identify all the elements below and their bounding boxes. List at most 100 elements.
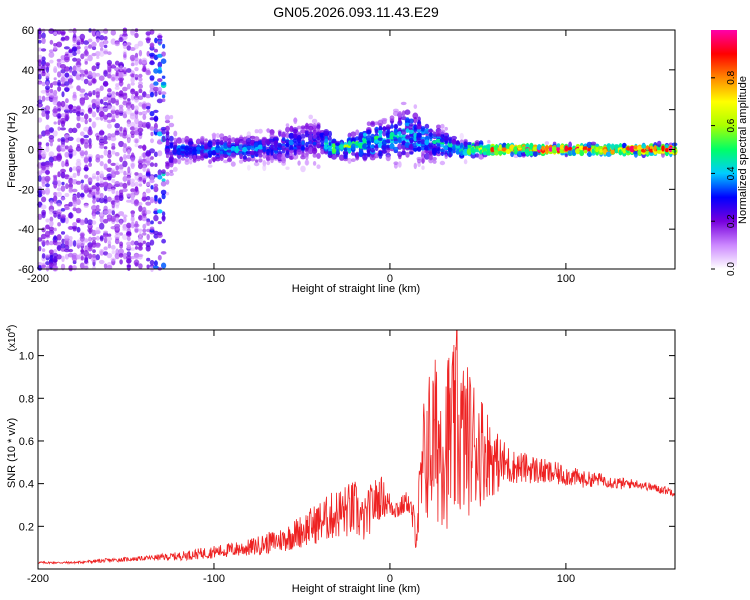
spectrogram-cell xyxy=(134,32,139,39)
colorbar-tick-label: 0.4 xyxy=(726,166,737,180)
spectrogram-cell xyxy=(126,42,132,46)
spectrogram-cell xyxy=(75,111,82,117)
spectrogram-cell xyxy=(320,150,325,155)
spectrogram-cell xyxy=(99,111,105,117)
spectrogram-cell xyxy=(255,159,259,163)
spectrogram-cell xyxy=(72,240,77,247)
spectrogram-cell xyxy=(258,128,263,134)
spectrogram-cell xyxy=(145,201,152,206)
spectrogram-cell xyxy=(238,136,244,141)
spectrogram-cell xyxy=(169,115,174,120)
spectrogram-cell xyxy=(498,144,502,151)
spectrogram-cell xyxy=(80,255,84,261)
spectrogram-cell xyxy=(107,153,112,159)
spectrogram-cell xyxy=(196,146,201,151)
spectrogram-cell xyxy=(119,156,123,163)
spectrogram-cell xyxy=(68,127,74,134)
spectrogram-cell xyxy=(106,252,113,259)
spectrogram-cell xyxy=(79,73,86,78)
spectrogram-cell xyxy=(184,135,190,143)
spectrogram-cell xyxy=(149,52,155,57)
spectrogram-cell xyxy=(532,150,538,157)
spectrogram-cell xyxy=(98,145,105,149)
spectrogram-cell xyxy=(439,148,446,153)
spectrogram-cell xyxy=(545,145,549,151)
spectrogram-cell xyxy=(142,145,147,151)
spectrogram-cell xyxy=(83,204,89,208)
spectrogram-cell xyxy=(107,51,112,56)
spectrogram-cell xyxy=(84,257,89,264)
spectrogram-cell xyxy=(444,140,449,145)
spectrogram-cell xyxy=(145,157,152,163)
spectrogram-cell xyxy=(119,259,123,265)
spectrogram-cell xyxy=(184,150,189,156)
spectrogram-cell xyxy=(37,39,42,44)
spectrogram-cell xyxy=(41,32,46,39)
spectrogram-cell xyxy=(645,145,650,150)
spectrogram-cell xyxy=(293,141,298,148)
spectrogram-cell xyxy=(157,221,162,225)
spectrogram-cell xyxy=(424,139,430,146)
spectrogram-cell xyxy=(37,47,43,52)
spectrogram-cell xyxy=(84,69,89,75)
spectrogram-cell xyxy=(72,149,77,156)
spectrogram-cell xyxy=(564,153,568,158)
spectrogram-cell xyxy=(134,114,139,119)
spectrogram-cell xyxy=(397,161,402,168)
spectrogram-cell xyxy=(365,135,372,142)
spectrogram-cell xyxy=(95,230,101,235)
spectrogram-cell xyxy=(459,150,464,157)
spectrogram-cell xyxy=(103,163,108,170)
spectrogram-cell xyxy=(583,148,588,154)
spectrogram-cell xyxy=(246,131,251,138)
spectrogram-cell xyxy=(160,251,167,255)
spectrogram-cell xyxy=(115,248,120,256)
spectrogram-cell xyxy=(378,130,383,135)
spectrogram-cell xyxy=(150,91,154,98)
spectrogram-cell xyxy=(88,118,92,123)
spectrogram-cell xyxy=(169,135,174,142)
spectrogram-cell xyxy=(157,174,163,180)
spectrogram-cell xyxy=(428,151,433,156)
spectrogram-cell xyxy=(610,148,615,155)
spectrogram-cell xyxy=(154,37,158,44)
spectrogram-cell xyxy=(53,264,57,272)
spectrogram-cell xyxy=(305,141,309,148)
spectrogram-cell xyxy=(68,69,73,74)
spectrogram-cell xyxy=(41,37,46,44)
spectrogram-cell xyxy=(40,151,47,158)
spectrogram-cell xyxy=(45,96,50,101)
spectrogram-cell xyxy=(129,113,136,120)
spectrogram-cell xyxy=(161,215,166,222)
snr-series-line xyxy=(37,329,676,565)
spectrogram-cell xyxy=(99,30,104,34)
spectrogram-cell xyxy=(142,158,146,162)
spectrogram-cell xyxy=(123,216,127,223)
spectrogram-cell xyxy=(366,121,371,126)
spectrogram-cell xyxy=(161,94,166,99)
spectrogram-cell xyxy=(161,128,166,135)
spectrogram-cell xyxy=(106,182,113,190)
spectrogram-cell xyxy=(92,213,96,220)
spectrogram-cell xyxy=(400,116,407,121)
spectrogram-cell xyxy=(130,182,136,188)
spectrogram-cell xyxy=(347,140,352,146)
spectrogram-cell xyxy=(102,233,109,238)
spectrogram-cell xyxy=(134,91,139,96)
spectrogram-cell xyxy=(64,81,70,86)
spectrogram-cell xyxy=(421,150,425,156)
spectrogram-cell xyxy=(192,148,197,156)
spectrogram-cell xyxy=(463,159,468,165)
spectrogram-cell xyxy=(53,256,57,263)
spectrogram-cell xyxy=(281,160,286,166)
spectrogram-cell xyxy=(115,109,120,116)
spectrogram-cell xyxy=(134,105,139,112)
snr-x-axis-label: Height of straight line (km) xyxy=(292,583,420,595)
spectrogram-cell xyxy=(53,45,58,50)
spectrogram-cell xyxy=(68,236,73,241)
spectrogram-cell xyxy=(56,58,62,62)
spectrogram-cell xyxy=(64,145,69,150)
spectrogram-cell xyxy=(230,161,236,167)
spectrogram-cell xyxy=(119,132,123,137)
spectrogram-cell xyxy=(312,134,317,139)
